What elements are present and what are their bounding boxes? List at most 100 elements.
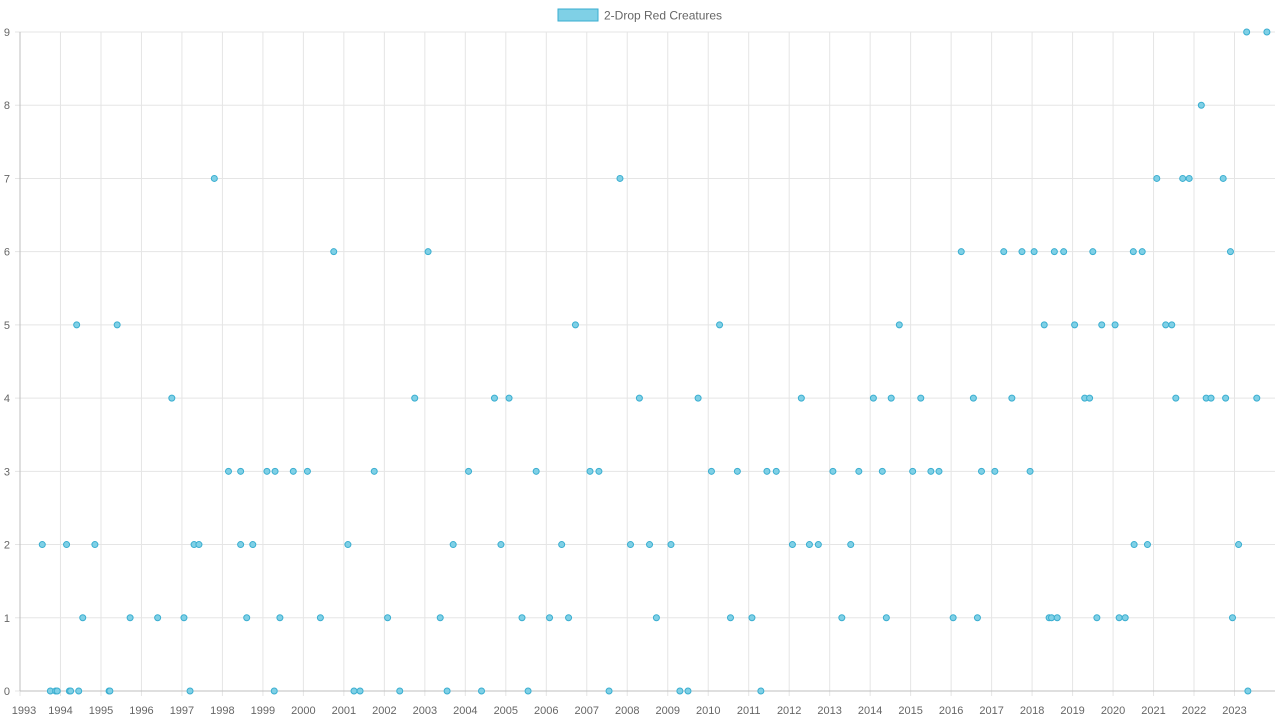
data-point[interactable] (505, 394, 513, 402)
data-point[interactable] (465, 467, 473, 475)
data-point[interactable] (652, 614, 660, 622)
data-point[interactable] (478, 687, 486, 695)
data-point[interactable] (224, 467, 232, 475)
data-point[interactable] (370, 467, 378, 475)
data-point[interactable] (565, 614, 573, 622)
data-point[interactable] (726, 614, 734, 622)
data-point[interactable] (626, 541, 634, 549)
data-point[interactable] (1048, 614, 1056, 622)
data-point[interactable] (75, 687, 83, 695)
data-point[interactable] (180, 614, 188, 622)
data-point[interactable] (935, 467, 943, 475)
data-point[interactable] (356, 687, 364, 695)
data-point[interactable] (73, 321, 81, 329)
data-point[interactable] (303, 467, 311, 475)
data-point[interactable] (396, 687, 404, 695)
data-point[interactable] (1111, 321, 1119, 329)
data-point[interactable] (927, 467, 935, 475)
data-point[interactable] (977, 467, 985, 475)
data-point[interactable] (772, 467, 780, 475)
data-point[interactable] (616, 174, 624, 182)
data-point[interactable] (344, 541, 352, 549)
data-point[interactable] (1089, 248, 1097, 256)
data-point[interactable] (917, 394, 925, 402)
data-point[interactable] (436, 614, 444, 622)
data-point[interactable] (878, 467, 886, 475)
data-point[interactable] (384, 614, 392, 622)
data-point[interactable] (1222, 394, 1230, 402)
data-point[interactable] (595, 467, 603, 475)
data-point[interactable] (571, 321, 579, 329)
data-point[interactable] (586, 467, 594, 475)
data-point[interactable] (1253, 394, 1261, 402)
data-point[interactable] (276, 614, 284, 622)
data-point[interactable] (1050, 248, 1058, 256)
data-point[interactable] (330, 248, 338, 256)
data-point[interactable] (1244, 687, 1252, 695)
data-point[interactable] (605, 687, 613, 695)
data-point[interactable] (1168, 321, 1176, 329)
data-point[interactable] (1243, 28, 1251, 36)
data-point[interactable] (1153, 174, 1161, 182)
data-point[interactable] (497, 541, 505, 549)
data-point[interactable] (1185, 174, 1193, 182)
data-point[interactable] (532, 467, 540, 475)
data-point[interactable] (1121, 614, 1129, 622)
data-point[interactable] (969, 394, 977, 402)
data-point[interactable] (694, 394, 702, 402)
data-point[interactable] (249, 541, 257, 549)
data-point[interactable] (805, 541, 813, 549)
data-point[interactable] (518, 614, 526, 622)
data-point[interactable] (271, 467, 279, 475)
data-point[interactable] (63, 541, 71, 549)
data-point[interactable] (635, 394, 643, 402)
data-point[interactable] (991, 467, 999, 475)
legend-swatch[interactable] (557, 8, 599, 22)
data-point[interactable] (1093, 614, 1101, 622)
data-point[interactable] (195, 541, 203, 549)
data-point[interactable] (449, 541, 457, 549)
data-point[interactable] (243, 614, 251, 622)
data-point[interactable] (797, 394, 805, 402)
data-point[interactable] (1138, 248, 1146, 256)
data-point[interactable] (443, 687, 451, 695)
data-point[interactable] (1235, 541, 1243, 549)
data-point[interactable] (524, 687, 532, 695)
data-point[interactable] (106, 687, 114, 695)
data-point[interactable] (716, 321, 724, 329)
data-point[interactable] (1053, 614, 1061, 622)
data-point[interactable] (424, 248, 432, 256)
data-point[interactable] (126, 614, 134, 622)
data-point[interactable] (79, 614, 87, 622)
data-point[interactable] (788, 541, 796, 549)
data-point[interactable] (855, 467, 863, 475)
data-point[interactable] (1018, 248, 1026, 256)
data-point[interactable] (882, 614, 890, 622)
data-point[interactable] (1098, 321, 1106, 329)
data-point[interactable] (757, 687, 765, 695)
data-point[interactable] (748, 614, 756, 622)
data-point[interactable] (814, 541, 822, 549)
data-point[interactable] (1030, 248, 1038, 256)
data-point[interactable] (263, 467, 271, 475)
data-point[interactable] (558, 541, 566, 549)
data-point[interactable] (869, 394, 877, 402)
data-point[interactable] (1226, 248, 1234, 256)
data-point[interactable] (168, 394, 176, 402)
data-point[interactable] (1115, 614, 1123, 622)
data-point[interactable] (237, 467, 245, 475)
data-point[interactable] (1040, 321, 1048, 329)
data-point[interactable] (1172, 394, 1180, 402)
data-point[interactable] (1207, 394, 1215, 402)
data-point[interactable] (1008, 394, 1016, 402)
data-point[interactable] (707, 467, 715, 475)
data-point[interactable] (847, 541, 855, 549)
data-point[interactable] (667, 541, 675, 549)
data-point[interactable] (38, 541, 46, 549)
data-point[interactable] (411, 394, 419, 402)
data-point[interactable] (1228, 614, 1236, 622)
data-point[interactable] (91, 541, 99, 549)
data-point[interactable] (733, 467, 741, 475)
data-point[interactable] (67, 687, 75, 695)
data-point[interactable] (186, 687, 194, 695)
